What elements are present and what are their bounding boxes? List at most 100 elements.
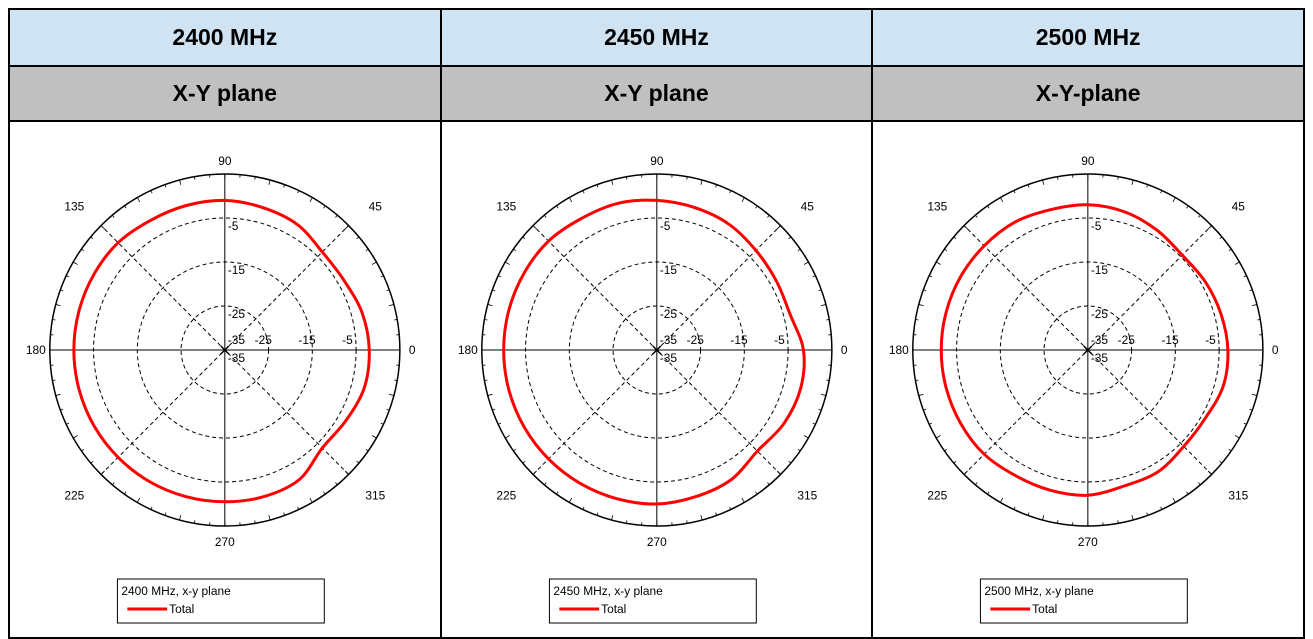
polar-tick-mark	[936, 435, 942, 439]
polar-tick-mark	[1257, 319, 1261, 321]
legend-entry-label: Total	[601, 602, 626, 616]
frequency-header-2400: 2400 MHz	[8, 8, 442, 67]
polar-tick-mark	[124, 205, 127, 209]
polar-horizontal-label: -25	[1118, 333, 1136, 347]
polar-horizontal-label: -5	[1206, 333, 1217, 347]
polar-tick-mark	[487, 393, 493, 396]
polar-tick-mark	[1042, 179, 1045, 185]
frequency-header-2500: 2500 MHz	[871, 8, 1305, 67]
polar-tick-mark	[283, 184, 286, 188]
polar-tick-mark	[1235, 435, 1240, 439]
polar-tick-mark	[1243, 275, 1247, 278]
polar-tick-mark	[1131, 179, 1134, 185]
polar-tick-mark	[194, 520, 196, 524]
polar-radial-label: -15	[228, 263, 246, 277]
polar-tick-mark	[150, 190, 153, 194]
polar-tick-mark	[1219, 236, 1223, 240]
polar-tick-mark	[741, 197, 745, 203]
polar-tick-mark	[55, 393, 61, 396]
polar-angle-label: 225	[496, 488, 516, 502]
polar-tick-mark	[776, 225, 781, 230]
polar-tick-mark	[610, 515, 613, 521]
legend-entry-label: Total	[169, 602, 194, 616]
legend-title: 2500 MHz, x-y plane	[985, 584, 1095, 598]
polar-radial-label: -25	[228, 307, 246, 321]
polar-angle-label: 225	[928, 488, 948, 502]
polar-angle-label: 270	[215, 535, 235, 549]
polar-tick-mark	[150, 506, 153, 510]
polar-tick-mark	[179, 179, 182, 185]
plane-header-2400: X-Y plane	[8, 65, 442, 122]
polar-tick-mark	[1013, 190, 1016, 194]
polar-tick-mark	[522, 460, 525, 464]
chart-legend: 2450 MHz, x-y plane Total	[548, 578, 757, 624]
polar-tick-mark	[818, 289, 822, 292]
polar-tick-mark	[1186, 491, 1189, 495]
polar-tick-mark	[112, 214, 115, 218]
polar-tick-mark	[386, 289, 390, 292]
polar-horizontal-label: -35	[1091, 333, 1109, 347]
polar-tick-mark	[797, 248, 801, 252]
polar-horizontal-label: -15	[730, 333, 748, 347]
polar-tick-mark	[797, 448, 801, 452]
polar-tick-mark	[1249, 408, 1253, 411]
polar-radial-label: -15	[1091, 263, 1109, 277]
polar-tick-mark	[55, 304, 61, 307]
polar-angle-label: 315	[365, 488, 385, 502]
polar-tick-mark	[766, 214, 770, 218]
polar-tick-mark	[371, 435, 377, 439]
polar-tick-mark	[1172, 497, 1177, 503]
polar-tick-mark	[309, 497, 313, 503]
polar-tick-mark	[788, 236, 791, 240]
plot-row: 0 45 90 135 180 225 270 315 -5 -15 -25 -35 -35 -25 -15…	[8, 120, 1305, 639]
polar-tick-mark	[81, 248, 85, 252]
polar-tick-mark	[66, 275, 70, 278]
polar-tick-mark	[754, 205, 758, 209]
polar-tick-mark	[975, 482, 978, 486]
polar-tick-mark	[987, 491, 990, 495]
polar-tick-mark	[820, 393, 826, 396]
polar-tick-mark	[825, 379, 829, 381]
polar-radial-label: -5	[1091, 219, 1102, 233]
polar-tick-mark	[543, 214, 547, 218]
polar-tick-mark	[179, 515, 182, 521]
polar-tick-mark	[1057, 176, 1059, 180]
polar-horizontal-label: -35	[659, 333, 677, 347]
polar-horizontal-label: -15	[1162, 333, 1180, 347]
polar-trace-total	[501, 198, 806, 506]
chart-legend: 2400 MHz, x-y plane Total	[116, 578, 325, 624]
polar-tick-mark	[543, 482, 547, 486]
polar-tick-mark	[929, 422, 933, 425]
polar-tick-mark	[491, 408, 495, 411]
polar-angle-label: 0	[1272, 343, 1279, 357]
polar-tick-mark	[685, 176, 688, 180]
polar-angle-label: 90	[1082, 154, 1096, 168]
polar-tick-mark	[484, 379, 488, 381]
polar-tick-mark	[52, 379, 56, 381]
polar-angle-label: 0	[409, 343, 416, 357]
polar-tick-mark	[1000, 197, 1004, 203]
polar-tick-mark	[944, 448, 948, 452]
polar-tick-mark	[1252, 393, 1258, 396]
polar-tick-mark	[90, 236, 94, 240]
polar-tick-mark	[788, 460, 791, 464]
polar-tick-mark	[1198, 214, 1201, 218]
polar-center-marker	[651, 345, 661, 355]
polar-tick-mark	[1117, 176, 1119, 180]
polar-tick-mark	[365, 248, 369, 252]
polar-tick-mark	[344, 225, 349, 230]
polar-tick-mark	[625, 176, 627, 180]
polar-tick-mark	[268, 179, 271, 185]
polar-tick-mark	[1228, 448, 1232, 452]
polar-tick-mark	[100, 470, 105, 475]
polar-tick-mark	[194, 176, 196, 180]
polar-tick-mark	[555, 491, 559, 495]
polar-tick-mark	[512, 448, 516, 452]
polar-chart-2500: 0 45 90 135 180 225 270 315 -5 -15 -25 -35 -35 -25 -15…	[889, 154, 1279, 624]
polar-tick-mark	[356, 236, 360, 240]
polar-horizontal-label: -5	[774, 333, 785, 347]
chart-legend: 2500 MHz, x-y plane Total	[980, 578, 1189, 624]
polar-tick-mark	[1252, 304, 1258, 307]
polar-tick-mark	[335, 214, 338, 218]
polar-tick-mark	[936, 261, 942, 265]
